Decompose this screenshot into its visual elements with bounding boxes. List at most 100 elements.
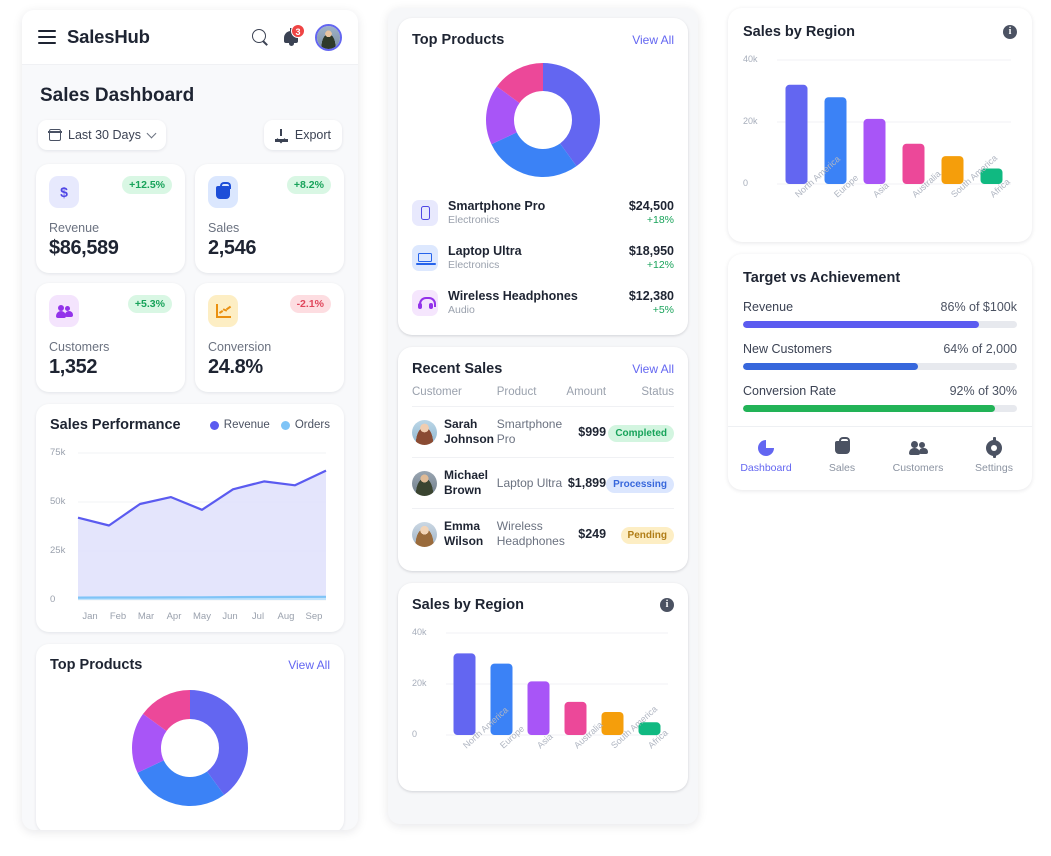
column-header-customer[interactable]: Customer bbox=[412, 386, 462, 398]
amount-cell: $249 bbox=[565, 508, 607, 559]
export-button[interactable]: Export bbox=[263, 120, 342, 150]
nav-label: Dashboard bbox=[740, 462, 792, 474]
table-row[interactable]: Michael Brown Laptop Ultra $1,899 Proces… bbox=[412, 457, 674, 509]
people-icon bbox=[49, 295, 79, 327]
bag-icon bbox=[804, 437, 880, 457]
x-axis-labels: Jan Feb Mar Apr May Jun Jul Aug Sep bbox=[76, 611, 328, 622]
chart-legend: Revenue Orders bbox=[209, 419, 330, 431]
sales-by-region-plot-center: 0 20k 40k North America Europe Asia Australia S… bbox=[412, 621, 674, 781]
search-icon[interactable] bbox=[252, 28, 269, 46]
legend-label: Orders bbox=[294, 419, 330, 431]
bag-icon bbox=[208, 176, 238, 208]
top-products-donut bbox=[412, 48, 674, 190]
product-category: Electronics bbox=[448, 214, 500, 226]
app-header-actions: 3 bbox=[252, 23, 342, 51]
view-all-link[interactable]: View All bbox=[632, 33, 674, 47]
view-all-link[interactable]: View All bbox=[632, 362, 674, 376]
progress-fill bbox=[743, 363, 919, 370]
panel-title: Recent Sales bbox=[412, 361, 503, 377]
app-header: SalesHub 3 bbox=[22, 10, 358, 65]
nav-label: Settings bbox=[975, 462, 1013, 474]
column-header-product[interactable]: Product bbox=[496, 386, 537, 398]
brand-title: SalesHub bbox=[67, 26, 150, 47]
kpi-value: $86,589 bbox=[49, 237, 119, 259]
kpi-card-customers[interactable]: +5.3% Customers 1,352 bbox=[36, 283, 185, 392]
mobile-app-viewport: SalesHub 3 Sales Dashboard Last 30 Days bbox=[22, 10, 358, 830]
x-axis-tick: Jan bbox=[82, 611, 98, 622]
avatar bbox=[412, 470, 437, 496]
avatar bbox=[412, 521, 437, 547]
x-axis-tick: Feb bbox=[109, 611, 127, 622]
column-header-amount[interactable]: Amount bbox=[566, 386, 607, 398]
table-row[interactable]: Emma Wilson Wireless Headphones $249 Pen… bbox=[412, 508, 674, 559]
list-item[interactable]: Smartphone Pro Electronics $24,500 +18% bbox=[412, 190, 674, 235]
phone-icon bbox=[412, 199, 438, 226]
target-label: Revenue bbox=[743, 300, 794, 314]
kpi-card-conversion[interactable]: -2.1% Conversion 24.8% bbox=[195, 283, 344, 392]
kpi-grid: $ +12.5% Revenue $86,589 +8.2% Sales 2,5… bbox=[36, 164, 344, 392]
list-item[interactable]: Laptop Ultra Electronics $18,950 +12% bbox=[412, 235, 674, 280]
status-badge: Completed bbox=[608, 424, 674, 442]
product-amount: $18,950 bbox=[628, 244, 674, 258]
sales-by-region-plot: 0 20k 40k North America Europe Asia Australia S… bbox=[743, 48, 1017, 230]
product-name: Wireless Headphones bbox=[448, 289, 578, 303]
center-column-viewport: Top Products View All Smartphone Pro Ele… bbox=[388, 8, 698, 824]
progress-track bbox=[743, 363, 1017, 370]
nav-item-dashboard[interactable]: Dashboard bbox=[728, 427, 804, 484]
avatar[interactable] bbox=[315, 23, 342, 51]
product-cell: Laptop Ultra bbox=[496, 457, 566, 509]
y-axis-tick: 40k bbox=[412, 627, 427, 637]
info-icon[interactable]: i bbox=[660, 598, 674, 612]
product-category: Audio bbox=[448, 304, 475, 316]
sales-by-region-card: Sales by Region i 0 20k 40k North America Eu… bbox=[728, 8, 1032, 242]
info-icon[interactable]: i bbox=[1003, 25, 1017, 39]
dashboard-toolbar: Last 30 Days Export bbox=[36, 120, 344, 150]
kpi-card-sales[interactable]: +8.2% Sales 2,546 bbox=[195, 164, 344, 273]
y-axis-tick: 0 bbox=[412, 729, 418, 739]
view-all-link[interactable]: View All bbox=[288, 658, 330, 672]
y-axis-tick: 40k bbox=[743, 54, 758, 64]
customer-name: Michael Brown bbox=[444, 468, 489, 497]
sales-by-region-card-center: Sales by Region i 0 20k 40k North America Eu… bbox=[398, 583, 688, 791]
kpi-card-revenue[interactable]: $ +12.5% Revenue $86,589 bbox=[36, 164, 185, 273]
legend-item-revenue[interactable]: Revenue bbox=[209, 419, 270, 431]
legend-swatch bbox=[209, 420, 219, 430]
date-range-value: Last 30 Days bbox=[68, 128, 141, 142]
nav-label: Customers bbox=[892, 462, 944, 474]
y-axis-tick: 75k bbox=[50, 447, 66, 458]
list-item[interactable]: Wireless Headphones Audio $12,380 +5% bbox=[412, 280, 674, 325]
calendar-icon bbox=[48, 129, 62, 141]
legend-item-orders[interactable]: Orders bbox=[280, 419, 330, 431]
export-label: Export bbox=[294, 128, 331, 142]
legend-swatch bbox=[280, 420, 290, 430]
product-change: +5% bbox=[652, 304, 674, 316]
menu-icon[interactable] bbox=[38, 30, 56, 44]
customer-name: Sarah Johnson bbox=[444, 417, 494, 446]
nav-item-settings[interactable]: Settings bbox=[956, 427, 1032, 484]
date-range-selector[interactable]: Last 30 Days bbox=[38, 120, 166, 150]
panel-title: Sales Performance bbox=[50, 417, 181, 433]
product-name: Laptop Ultra bbox=[448, 244, 522, 258]
column-header-status[interactable]: Status bbox=[641, 386, 674, 398]
top-products-card-mobile: Top Products View All bbox=[36, 644, 344, 830]
notifications-button[interactable]: 3 bbox=[283, 23, 305, 47]
chevron-down-icon bbox=[146, 128, 157, 139]
panel-title: Target vs Achievement bbox=[743, 270, 901, 286]
product-change: +18% bbox=[646, 214, 674, 226]
recent-sales-table: Customer Product Amount Status Sarah Joh… bbox=[412, 377, 674, 559]
kpi-value: 2,546 bbox=[208, 237, 257, 259]
x-axis-tick: May bbox=[193, 611, 211, 622]
status-badge: Pending bbox=[620, 526, 674, 544]
avatar bbox=[412, 419, 437, 445]
kpi-delta: +8.2% bbox=[286, 176, 331, 194]
nav-item-sales[interactable]: Sales bbox=[804, 427, 880, 484]
table-row[interactable]: Sarah Johnson Smartphone Pro $999 Comple… bbox=[412, 406, 674, 458]
nav-item-customers[interactable]: Customers bbox=[880, 427, 956, 484]
target-value: 64% of 2,000 bbox=[943, 342, 1017, 356]
recent-sales-card: Recent Sales View All Customer Product A… bbox=[398, 347, 688, 571]
x-axis-tick: Aug bbox=[277, 611, 295, 622]
y-axis-tick: 25k bbox=[50, 545, 66, 556]
panel-title: Sales by Region bbox=[743, 24, 856, 40]
target-label: New Customers bbox=[743, 342, 832, 356]
